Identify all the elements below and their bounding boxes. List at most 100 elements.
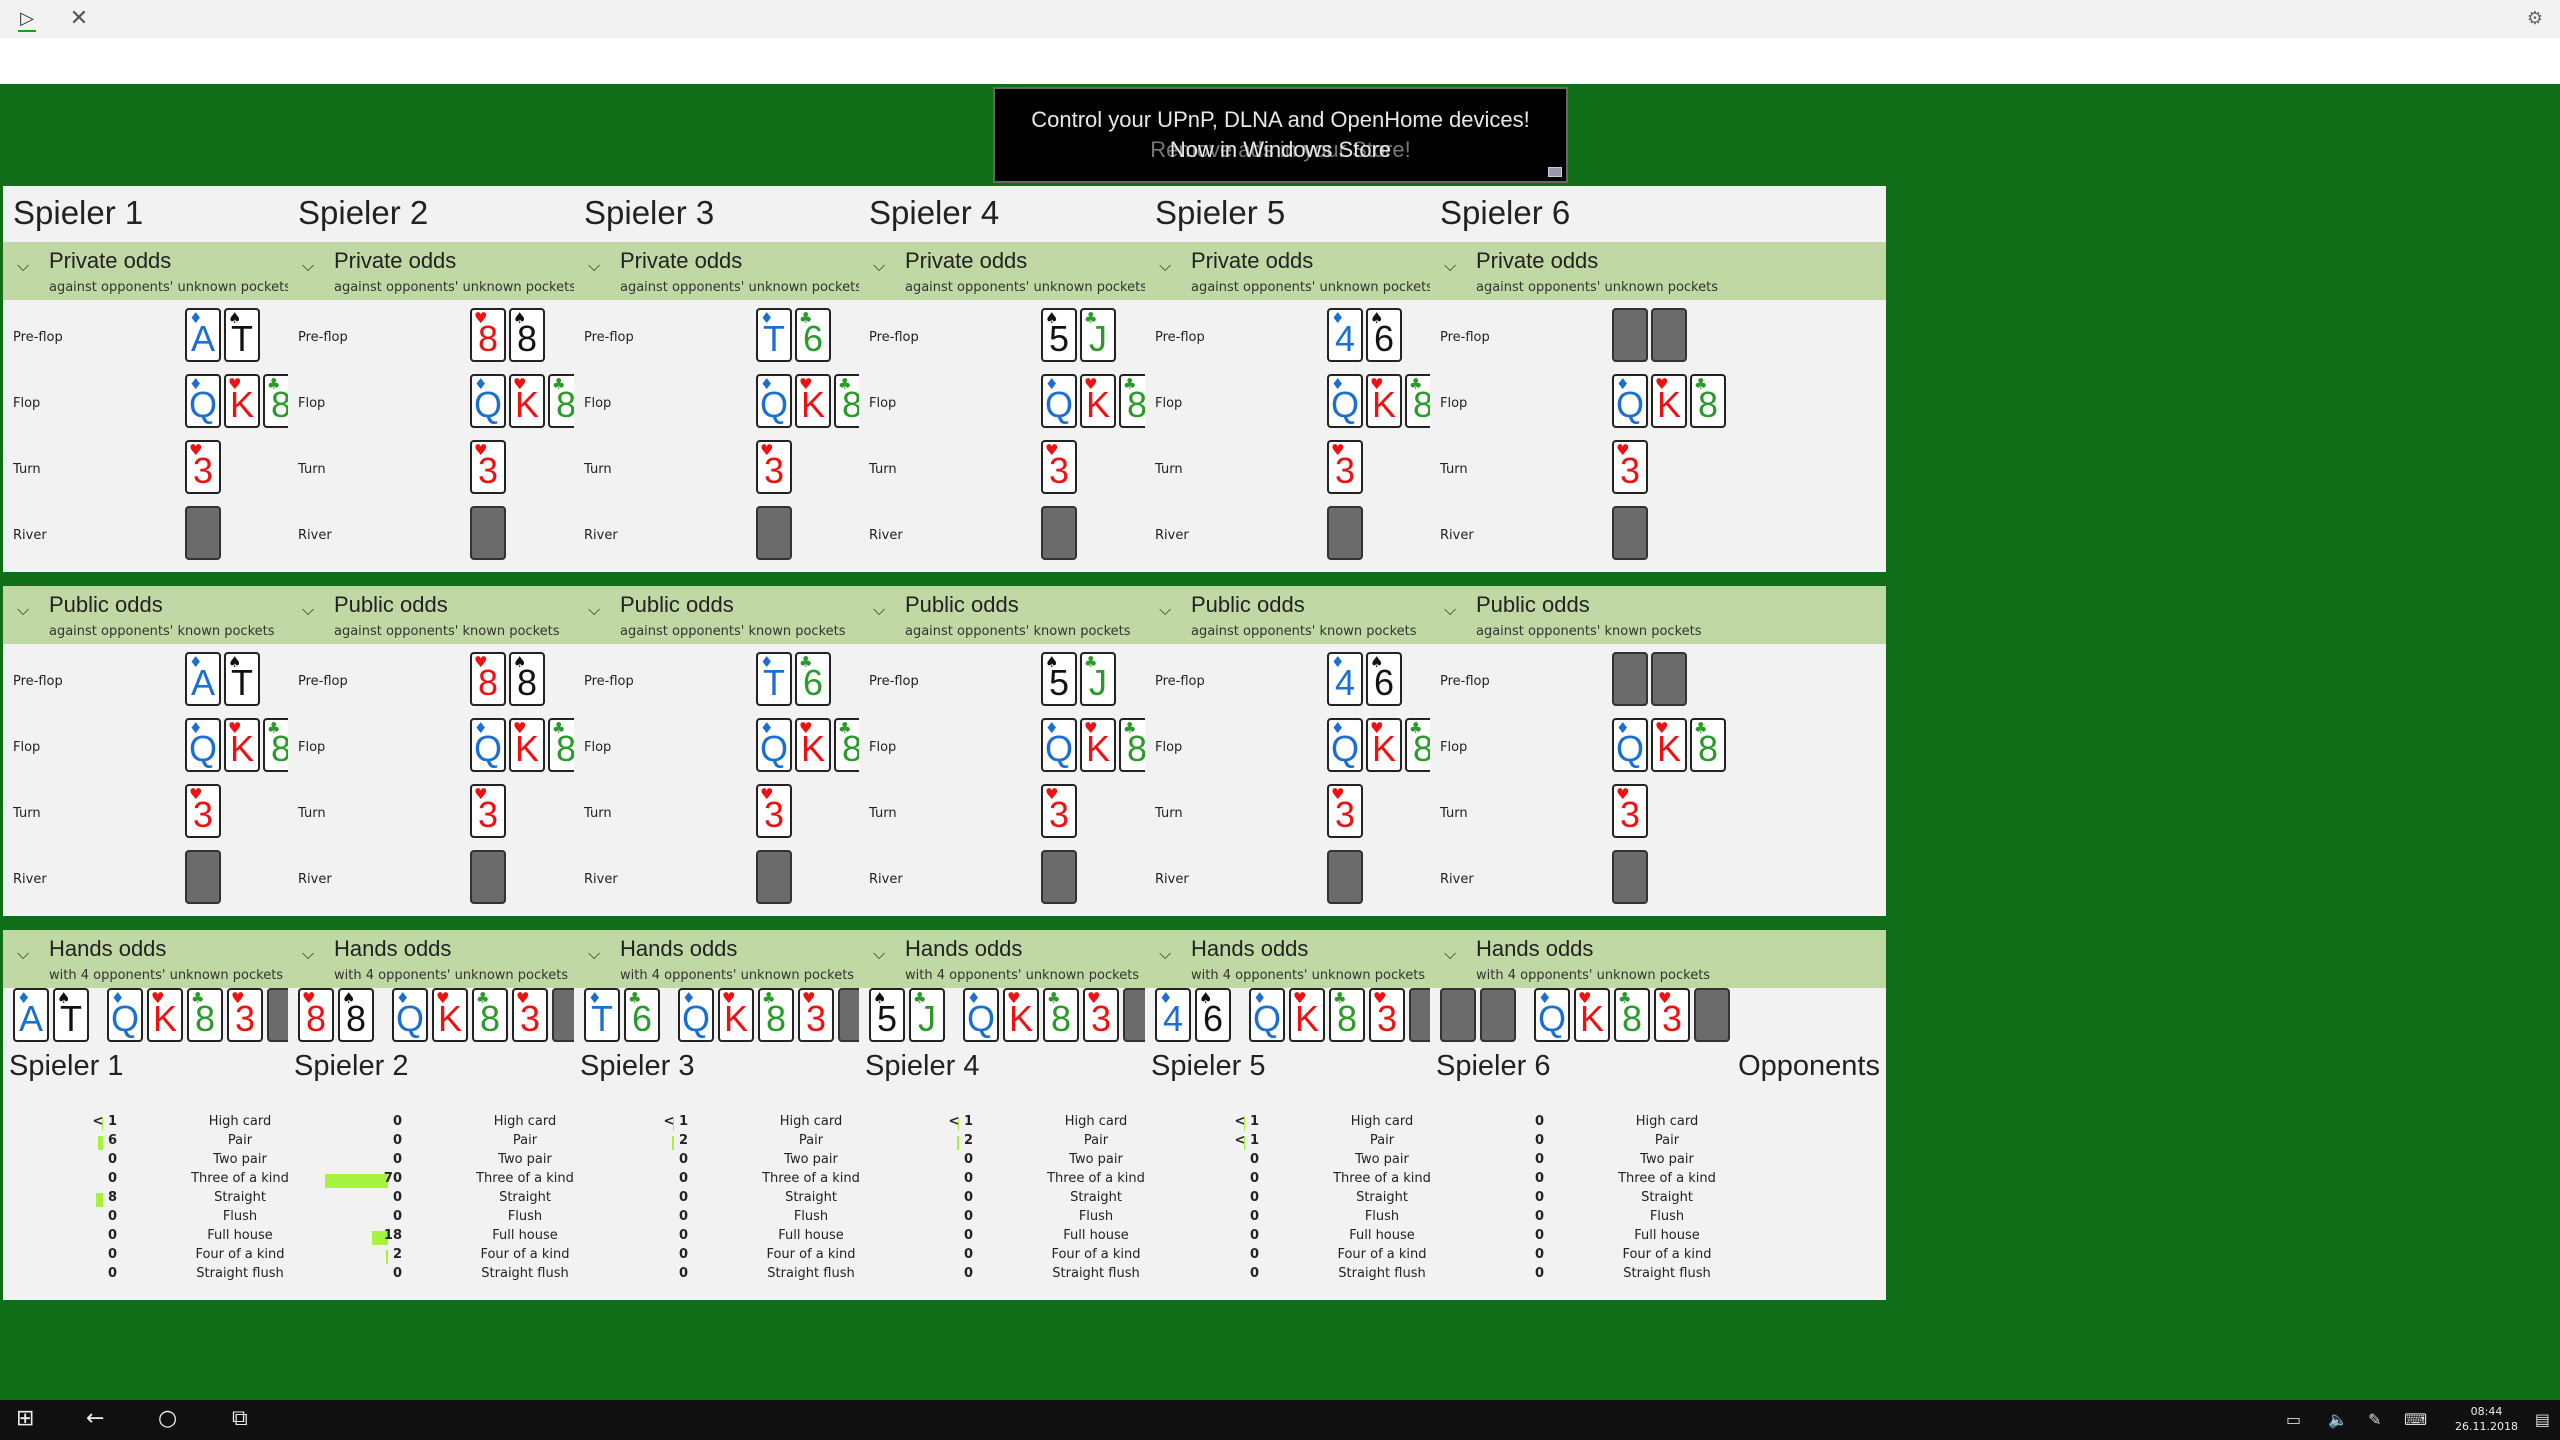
card-rank: 8 (305, 998, 327, 1039)
pocket-card: ♠ 6 (1366, 308, 1402, 362)
hand-name: Straight (499, 1190, 551, 1205)
clock[interactable]: 08:44 26.11.2018 (2455, 1404, 2518, 1434)
chevron-down-icon[interactable]: ⌵ (588, 600, 601, 619)
chevron-down-icon[interactable]: ⌵ (873, 256, 886, 275)
hand-name: High card (1635, 1114, 1699, 1129)
chevron-down-icon[interactable]: ⌵ (302, 256, 315, 275)
spade-suit-icon: ♠ (342, 989, 356, 1007)
player-hand-percent: 0 (1249, 1171, 1259, 1186)
board-card: ♦ Q (1327, 374, 1363, 428)
diamond-suit-icon: ♦ (588, 989, 602, 1007)
back-arrow-icon[interactable]: ← (86, 1406, 105, 1431)
chevron-down-icon[interactable]: ⌵ (1159, 600, 1172, 619)
club-suit-icon: ♣ (267, 375, 281, 393)
club-suit-icon: ♣ (476, 989, 490, 1007)
keyboard-icon[interactable]: ⌨ (2404, 1410, 2428, 1429)
diamond-suit-icon: ♦ (396, 989, 410, 1007)
round-cards: ♥ 3 (470, 440, 506, 496)
diamond-suit-icon: ♦ (1045, 719, 1059, 737)
hand-name: High card (1064, 1114, 1128, 1129)
chevron-down-icon[interactable]: ⌵ (1159, 944, 1172, 963)
hands-player-label: Spieler 3 (580, 1050, 695, 1082)
card-rank: T (763, 662, 785, 703)
panel-title: Public odds (1191, 592, 1305, 617)
board-card: ♥ 3 (1612, 784, 1648, 838)
player-hand-percent: 0 (1534, 1209, 1544, 1224)
diamond-suit-icon: ♦ (1331, 719, 1345, 737)
heart-suit-icon: ♥ (799, 375, 813, 393)
spade-suit-icon: ♠ (57, 989, 71, 1007)
hands-odds-header[interactable]: ⌵ Hands odds with 4 opponents' unknown poc… (1430, 930, 1886, 988)
card-rank: K (1008, 998, 1033, 1039)
hand-name: Straight (785, 1190, 837, 1205)
round-label: Pre-flop (1155, 330, 1205, 345)
round-cards: ♦ Q ♥ K ♣ 8 (756, 718, 870, 774)
club-suit-icon: ♣ (628, 989, 642, 1007)
chevron-down-icon[interactable]: ⌵ (1444, 944, 1457, 963)
chevron-down-icon[interactable]: ⌵ (302, 944, 315, 963)
gear-icon[interactable]: ⚙ (2526, 8, 2544, 29)
heart-suit-icon: ♥ (513, 719, 527, 737)
card-rank: K (514, 384, 539, 425)
card-rank: 8 (1621, 998, 1643, 1039)
chevron-down-icon[interactable]: ⌵ (302, 600, 315, 619)
round-label: Turn (298, 462, 326, 477)
card-rank: Q (966, 998, 995, 1039)
hand-name: Two pair (213, 1152, 267, 1167)
public-odds-header[interactable]: ⌵ Public odds against opponents' known poc… (1430, 586, 1886, 644)
chevron-down-icon[interactable]: ⌵ (873, 600, 886, 619)
board-card: ♥ 3 (470, 440, 506, 494)
round-cards: ♦ 4 ♠ 6 (1327, 652, 1402, 708)
hand-name: Three of a kind (476, 1171, 574, 1186)
card-rank: 3 (1619, 450, 1641, 491)
hand-name: Pair (1369, 1133, 1395, 1148)
card-rank: A (18, 998, 43, 1039)
pocket-card (1612, 308, 1648, 362)
chevron-down-icon[interactable]: ⌵ (1444, 600, 1457, 619)
round-label: Turn (298, 806, 326, 821)
pen-icon[interactable]: ✎ (2368, 1410, 2382, 1429)
heart-suit-icon: ♥ (760, 441, 774, 459)
private-odds-header[interactable]: ⌵ Private odds against opponents' unknown … (1430, 242, 1886, 300)
board-card: ♥ 3 (756, 440, 792, 494)
hand-name: Three of a kind (1618, 1171, 1716, 1186)
task-view-icon[interactable]: ⧉ (232, 1406, 248, 1431)
card-back (1041, 506, 1077, 560)
chevron-down-icon[interactable]: ⌵ (1444, 256, 1457, 275)
hand-name: Straight flush (196, 1266, 284, 1281)
round-label: River (1155, 528, 1189, 543)
player-hand-percent: < 1 (1234, 1133, 1259, 1148)
diamond-suit-icon: ♦ (760, 719, 774, 737)
volume-icon[interactable]: 🔈 (2328, 1410, 2348, 1429)
player-hand-percent: 0 (1534, 1171, 1544, 1186)
hand-name: Straight flush (1052, 1266, 1140, 1281)
card-rank: 8 (270, 728, 292, 769)
chevron-down-icon[interactable]: ⌵ (1159, 256, 1172, 275)
cortana-circle-icon[interactable]: ○ (158, 1406, 178, 1431)
player-hand-percent: 18 (383, 1228, 402, 1243)
chevron-down-icon[interactable]: ⌵ (17, 600, 30, 619)
club-suit-icon: ♣ (838, 375, 852, 393)
card-rank: K (437, 998, 462, 1039)
ad-info-icon[interactable] (1548, 167, 1562, 177)
chevron-down-icon[interactable]: ⌵ (873, 944, 886, 963)
hand-name: Straight flush (1623, 1266, 1711, 1281)
ad-banner[interactable]: Control your UPnP, DLNA and OpenHome dev… (993, 87, 1568, 183)
heart-suit-icon: ♥ (1045, 785, 1059, 803)
odds-bars (1792, 510, 1882, 564)
card-rank: 8 (270, 384, 292, 425)
chevron-down-icon[interactable]: ⌵ (588, 944, 601, 963)
card-back (1612, 506, 1648, 560)
play-icon[interactable]: ▷ (12, 6, 42, 32)
hand-name: Full house (778, 1228, 844, 1243)
board-card: ♦ Q (1041, 718, 1077, 772)
chevron-down-icon[interactable]: ⌵ (17, 944, 30, 963)
close-icon[interactable]: ✕ (69, 6, 89, 31)
chevron-down-icon[interactable]: ⌵ (588, 256, 601, 275)
notifications-icon[interactable]: ▤ (2534, 1410, 2550, 1429)
network-icon[interactable]: ▭ (2286, 1410, 2302, 1429)
round-cards: ♦ Q ♥ K ♣ 8 (1327, 374, 1441, 430)
windows-start-icon[interactable]: ⊞ (16, 1406, 35, 1431)
panel-subtitle: against opponents' unknown pockets (49, 280, 291, 295)
chevron-down-icon[interactable]: ⌵ (17, 256, 30, 275)
